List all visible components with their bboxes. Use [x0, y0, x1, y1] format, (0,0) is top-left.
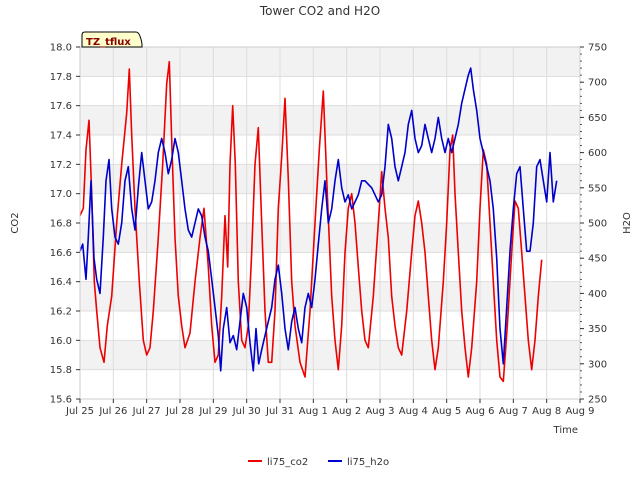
- plot-band: [80, 76, 580, 106]
- y-tick-label-right: 350: [588, 324, 607, 335]
- x-tick-label: Aug 4: [399, 406, 428, 417]
- y-tick-label-left: 15.6: [50, 395, 72, 406]
- y-tick-label-right: 600: [588, 148, 607, 159]
- x-tick-label: Jul 25: [65, 406, 94, 417]
- x-tick-label: Jul 31: [265, 406, 294, 417]
- x-tick-label: Jul 27: [132, 406, 161, 417]
- legend: li75_co2 li75_h2o: [248, 457, 389, 468]
- y-tick-label-left: 16.0: [50, 336, 72, 347]
- y-tick-label-right: 300: [588, 359, 607, 370]
- legend-label-co2: li75_co2: [267, 457, 308, 468]
- y-tick-label-left: 17.0: [50, 189, 72, 200]
- tag-box: TZ_tflux: [81, 31, 143, 48]
- y-axis-title-right: H2O: [622, 212, 633, 234]
- x-tick-label: Jul 29: [198, 406, 227, 417]
- x-tick-label: Aug 5: [432, 406, 461, 417]
- x-tick-label: Aug 9: [565, 406, 594, 417]
- y-tick-label-right: 550: [588, 183, 607, 194]
- x-tick-label: Jul 28: [165, 406, 194, 417]
- x-axis-title: Time: [553, 425, 578, 436]
- y-tick-label-left: 16.2: [50, 307, 72, 318]
- plot-band: [80, 47, 580, 77]
- x-tick-label: Jul 26: [98, 406, 127, 417]
- plot-band: [80, 281, 580, 311]
- y-tick-label-right: 650: [588, 113, 607, 124]
- x-tick-label: Aug 8: [532, 406, 561, 417]
- x-tick-label: Aug 7: [499, 406, 528, 417]
- plot-band: [80, 164, 580, 194]
- y-tick-label-left: 17.8: [50, 72, 72, 83]
- y-tick-label-left: 17.2: [50, 160, 72, 171]
- plot-band: [80, 369, 580, 399]
- x-tick-label: Aug 3: [365, 406, 394, 417]
- y-tick-label-right: 750: [588, 43, 607, 54]
- series-line-li75_co2: [79, 60, 543, 383]
- y-tick-label-right: 700: [588, 78, 607, 89]
- y-tick-label-right: 400: [588, 289, 607, 300]
- y-tick-label-right: 250: [588, 395, 607, 406]
- x-tick-label: Jul 30: [232, 406, 261, 417]
- y-axis-title-left: CO2: [10, 212, 21, 233]
- y-tick-label-left: 16.6: [50, 248, 72, 259]
- y-tick-label-right: 450: [588, 254, 607, 265]
- x-tick-label: Aug 2: [332, 406, 361, 417]
- y-tick-label-left: 16.8: [50, 219, 72, 230]
- plot-band: [80, 135, 580, 165]
- y-tick-label-left: 17.6: [50, 101, 72, 112]
- x-tick-label: Aug 6: [465, 406, 494, 417]
- legend-label-h2o: li75_h2o: [347, 457, 389, 468]
- series-line-li75_h2o: [79, 67, 558, 372]
- x-tick-label: Aug 1: [299, 406, 328, 417]
- chart-title: Tower CO2 and H2O: [259, 4, 380, 18]
- tag-label: TZ_tflux: [86, 37, 131, 48]
- y-tick-label-left: 17.4: [50, 131, 72, 142]
- y-tick-label-left: 15.8: [50, 365, 72, 376]
- plot-band: [80, 105, 580, 135]
- y-tick-label-right: 500: [588, 219, 607, 230]
- series-layer: [79, 60, 558, 383]
- y-tick-label-left: 18.0: [50, 43, 72, 54]
- axes: 15.6 15.8 16.0 16.2 16.4 16.6 16.8 17.0 17.2 17.4…: [50, 43, 607, 418]
- y-tick-label-left: 16.4: [50, 277, 72, 288]
